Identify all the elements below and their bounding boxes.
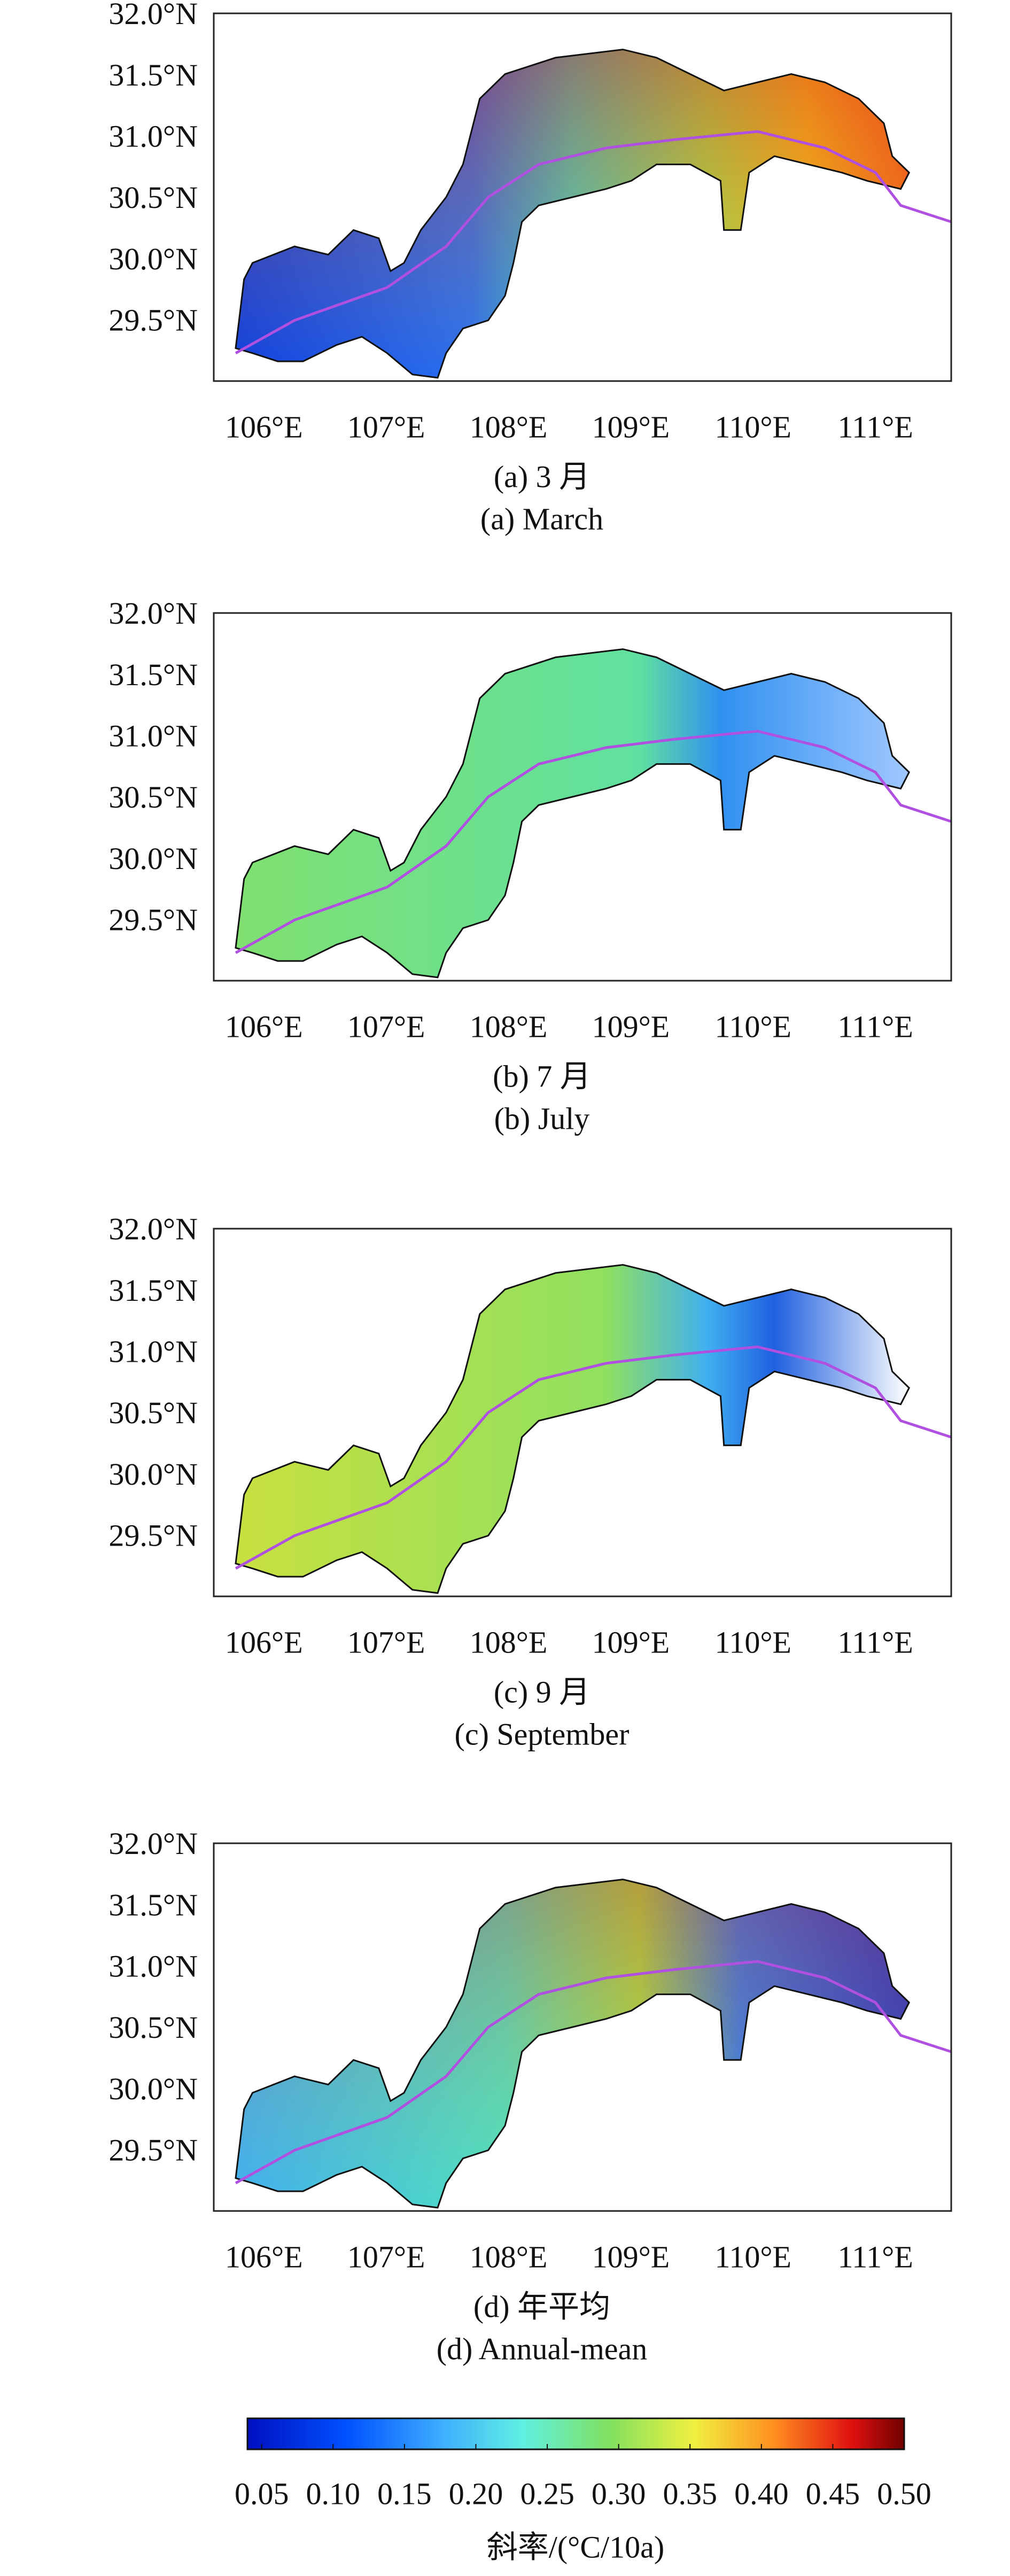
colorbar-tick-label: 0.05 — [235, 2476, 289, 2511]
caption-cn: (a) 3 月 — [494, 459, 590, 494]
x-tick-label: 107°E — [347, 409, 425, 444]
y-tick-label: 31.5°N — [108, 657, 198, 692]
region — [236, 1264, 910, 1593]
region-highlight — [236, 49, 910, 378]
y-tick-label: 29.5°N — [108, 303, 198, 338]
y-tick-label: 29.5°N — [108, 903, 198, 937]
x-tick-label: 106°E — [225, 409, 303, 444]
colorbar-tick-label: 0.25 — [520, 2476, 574, 2511]
region-highlight — [236, 1879, 910, 2208]
y-tick-label: 29.5°N — [108, 1518, 198, 1553]
river — [235, 730, 952, 954]
y-tick-label: 29.5°N — [108, 2133, 198, 2168]
y-tick-label: 31.0°N — [108, 119, 198, 154]
y-tick-label: 30.0°N — [108, 242, 198, 276]
colorbar-tick-label: 0.40 — [734, 2476, 789, 2511]
colorbar-tick-label: 0.50 — [877, 2476, 931, 2511]
x-tick-label: 110°E — [715, 2239, 791, 2274]
x-tick-label: 106°E — [225, 1625, 303, 1659]
x-tick-label: 110°E — [715, 1009, 791, 1044]
x-tick-label: 111°E — [837, 1625, 913, 1659]
region-outline — [235, 1264, 911, 1594]
map-panel: 106°E 107°E 108°E 109°E 110°E 111°E 29.5°N 30.0… — [108, 0, 952, 536]
region — [236, 649, 910, 977]
map-panel: 106°E 107°E 108°E 109°E 110°E 111°E 29.5°N 30.0… — [108, 1212, 952, 1751]
map-frame — [213, 1228, 952, 1597]
caption-en: (d) Annual-mean — [437, 2331, 648, 2366]
region-outline — [235, 648, 911, 979]
y-tick-label: 32.0°N — [108, 1826, 198, 1861]
y-tick-label: 30.5°N — [108, 180, 198, 215]
x-tick-label: 108°E — [470, 409, 548, 444]
map-frame — [213, 12, 952, 382]
x-tick-label: 108°E — [470, 1625, 548, 1659]
x-tick-label: 111°E — [837, 409, 913, 444]
caption-cn: (c) 9 月 — [494, 1674, 590, 1709]
x-tick-label: 109°E — [592, 409, 670, 444]
y-tick-label: 31.0°N — [108, 719, 198, 754]
x-tick-label: 106°E — [225, 2239, 303, 2274]
x-tick-label: 107°E — [347, 1625, 425, 1659]
caption-en: (c) September — [455, 1717, 630, 1751]
region-outline — [235, 1879, 911, 2209]
map-frame — [213, 612, 952, 982]
y-tick-label: 31.5°N — [108, 58, 198, 92]
y-tick-label: 31.5°N — [108, 1273, 198, 1308]
y-tick-label: 32.0°N — [108, 1212, 198, 1246]
x-tick-label: 106°E — [225, 1009, 303, 1044]
map-panel: 106°E 107°E 108°E 109°E 110°E 111°E 29.5°N 30.0… — [108, 1826, 952, 2366]
caption-cn: (b) 7 月 — [493, 1059, 591, 1093]
y-tick-label: 30.5°N — [108, 1395, 198, 1430]
x-tick-label: 108°E — [470, 2239, 548, 2274]
x-tick-label: 108°E — [470, 1009, 548, 1044]
x-tick-label: 110°E — [715, 409, 791, 444]
x-tick-label: 107°E — [347, 2239, 425, 2274]
x-tick-label: 109°E — [592, 1009, 670, 1044]
colorbar-label: 斜率/(°C/10a) — [487, 2530, 664, 2564]
river — [235, 1345, 952, 1570]
x-tick-label: 111°E — [837, 2239, 913, 2274]
y-tick-label: 31.5°N — [108, 1888, 198, 1922]
colorbar-tick-label: 0.35 — [663, 2476, 717, 2511]
y-tick-label: 31.0°N — [108, 1334, 198, 1369]
y-tick-label: 30.0°N — [108, 1457, 198, 1492]
x-tick-label: 111°E — [837, 1009, 913, 1044]
y-tick-label: 30.0°N — [108, 841, 198, 876]
colorbar-tick-label: 0.15 — [377, 2476, 432, 2511]
colorbar-tick-label: 0.45 — [806, 2476, 860, 2511]
x-tick-label: 107°E — [347, 1009, 425, 1044]
y-tick-label: 30.5°N — [108, 2010, 198, 2045]
river — [235, 1960, 952, 2184]
y-tick-label: 30.0°N — [108, 2071, 198, 2106]
y-tick-label: 30.5°N — [108, 780, 198, 814]
colorbar-tick-label: 0.30 — [592, 2476, 646, 2511]
y-tick-label: 32.0°N — [108, 596, 198, 631]
y-tick-label: 32.0°N — [108, 0, 198, 31]
x-tick-label: 109°E — [592, 1625, 670, 1659]
x-tick-label: 109°E — [592, 2239, 670, 2274]
map-panel: 106°E 107°E 108°E 109°E 110°E 111°E 29.5°N 30.0… — [108, 596, 952, 1136]
caption-en: (a) March — [480, 501, 603, 536]
x-tick-label: 110°E — [715, 1625, 791, 1659]
caption-cn: (d) 年平均 — [473, 2289, 610, 2324]
river — [235, 130, 952, 354]
region-outline — [235, 49, 911, 379]
map-frame — [213, 1842, 952, 2212]
colorbar-tick-label: 0.10 — [306, 2476, 361, 2511]
y-tick-label: 31.0°N — [108, 1949, 198, 1984]
caption-en: (b) July — [494, 1101, 590, 1136]
colorbar — [246, 2417, 905, 2450]
colorbar-tick-label: 0.20 — [449, 2476, 503, 2511]
